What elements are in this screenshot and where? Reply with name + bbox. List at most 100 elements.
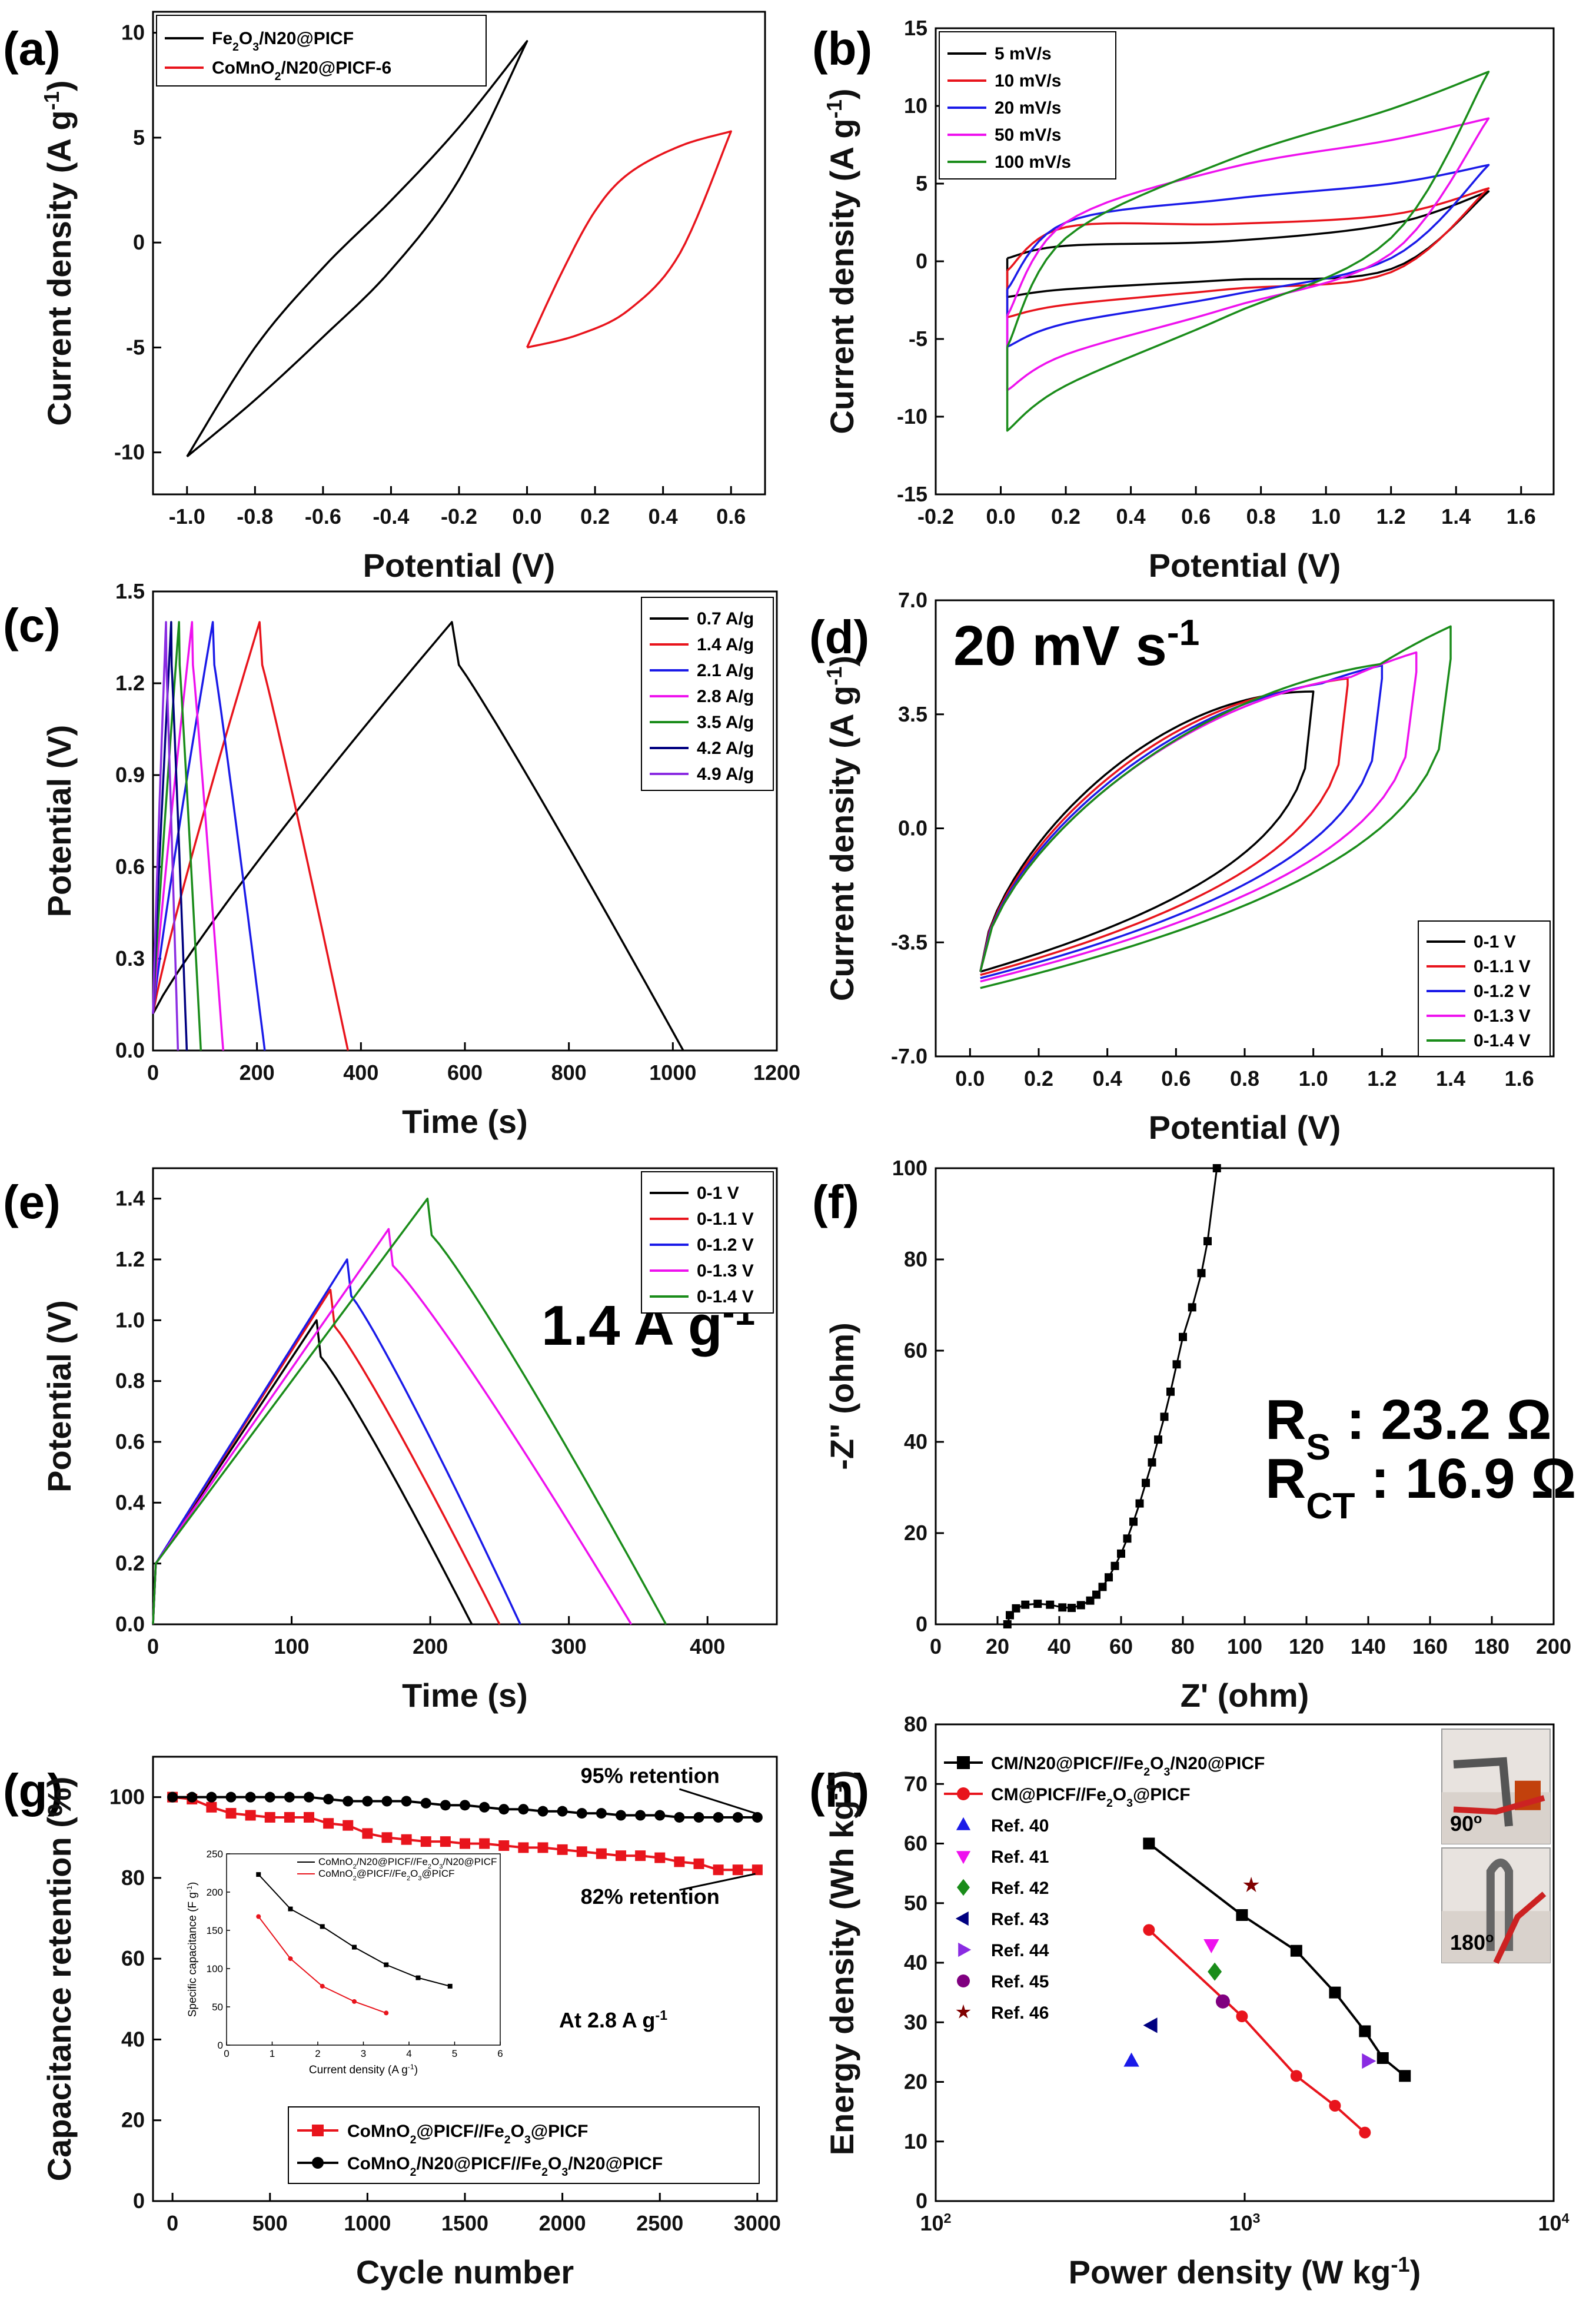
inset-chart: 0 1 2 3 4 5 6 0 50 100 150 200 250 Current density (A…: [185, 1849, 503, 2076]
y-axis-label: Current density (A g-1): [822, 88, 861, 434]
y-tick-label: 80: [904, 1712, 927, 1736]
panel-e: (e) 0 100 200 300 400 0.0 0.2 0.4 0.6 0.8 1.0 1.2 1.4…: [3, 1167, 778, 1714]
x-tick-label: 2000: [539, 2211, 586, 2235]
device-strip: [1453, 1757, 1513, 1827]
legend-marker: [312, 2125, 324, 2136]
retention-point: [362, 1828, 373, 1839]
x-tick-label: 100: [274, 1634, 310, 1658]
gcd-window-01V: [152, 1319, 473, 1625]
legend-marker: [956, 1851, 971, 1864]
inset-line-1: [258, 1874, 451, 1987]
x-tick-label: 0.6: [1161, 1066, 1191, 1091]
retention-point: [576, 1846, 587, 1857]
retention-point: [440, 1836, 451, 1847]
inset-x-tick-label: 0: [224, 2048, 229, 2059]
gcd-curve-42Ag: [152, 621, 188, 1051]
x-tick-label: 0: [147, 1061, 159, 1085]
y-tick-label: -10: [114, 440, 145, 464]
y-tick-label: 40: [904, 1950, 927, 1974]
retention-point: [635, 1850, 646, 1861]
inset-y-label: Specific capacitance (F g-1): [185, 1882, 199, 2017]
legend-box: [939, 31, 1116, 179]
y-tick-label: 0.0: [898, 816, 927, 840]
legend-entry: 0-1.2 V: [697, 1235, 754, 1255]
x-tick-label: 40: [1048, 1634, 1071, 1658]
photo-angle-label: 180o: [1450, 1930, 1494, 1954]
y-tick-label: 1.5: [115, 579, 145, 603]
inset-point: [256, 1872, 261, 1877]
x-tick-label: 103: [1229, 2210, 1260, 2235]
y-tick-label: 50: [904, 1891, 927, 1915]
y-tick-label: -7.0: [891, 1044, 927, 1068]
legend-entry: 4.2 A/g: [697, 739, 754, 758]
ragone-point: [1208, 1962, 1222, 1981]
y-tick-label: 10: [904, 94, 927, 118]
y-tick-label: 10: [904, 2129, 927, 2153]
inset-point: [384, 2010, 389, 2016]
x-tick-label: 1.6: [1505, 1066, 1534, 1091]
x-tick-label: 1.4: [1436, 1066, 1465, 1091]
legend-entry: Fe2O3/N20@PICF: [212, 29, 354, 54]
y-tick-label: 100: [892, 1156, 927, 1180]
legend-entry: Ref. 45: [991, 1972, 1049, 1992]
retention-point: [343, 1820, 354, 1831]
legend-entry: 100 mV/s: [995, 152, 1071, 172]
inset-x-tick-label: 1: [270, 2048, 275, 2059]
x-axis-label: Z' (ohm): [1181, 1677, 1309, 1714]
legend-entry: CM/N20@PICF//Fe2O3/N20@PICF: [991, 1754, 1265, 1779]
legend-entry: 0-1.4 V: [697, 1287, 754, 1307]
y-tick-label: -3.5: [891, 930, 927, 954]
panel-g: (g)0 500 1000 1500 2000 2500 3000020406080100C…: [3, 1756, 781, 2291]
retention-point: [616, 1850, 626, 1861]
y-tick-label: 0: [916, 2189, 927, 2213]
retention-point: [557, 1844, 568, 1855]
y-tick-label: 0: [133, 230, 145, 254]
y-axis-label: Current density (A g-1): [822, 656, 861, 1001]
inset-x-tick-label: 6: [497, 2048, 503, 2059]
gcd-curve-28Ag: [152, 621, 225, 1051]
legend-entry: 3.5 A/g: [697, 713, 754, 732]
cv-window-011V: [979, 677, 1349, 976]
y-tick-label: 1.2: [115, 671, 145, 695]
retention-point: [498, 1840, 510, 1851]
rs-annotation: RS : 23.2 Ω: [1265, 1388, 1552, 1468]
x-tick-label: -0.6: [305, 504, 341, 528]
legend-entry: CoMnO2@PICF//Fe2O3@PICF: [347, 2122, 588, 2146]
legend-entry: 0-1.1 V: [697, 1209, 754, 1229]
x-tick-label: 100: [1227, 1634, 1262, 1658]
y-axis-label: Energy density (Wh kg-1): [822, 1770, 861, 2156]
nyquist-point: [1172, 1360, 1181, 1369]
inset-point: [288, 1906, 293, 1912]
inset-legend-entry: CoMnO2/N20@PICF//Fe2O3/N20@PICF: [318, 1856, 497, 1870]
x-tick-label: 200: [413, 1634, 448, 1658]
nyquist-point: [1212, 1164, 1221, 1172]
x-tick-label: 400: [690, 1634, 725, 1658]
retention-point: [245, 1810, 256, 1821]
retention-point: [674, 1811, 685, 1823]
nyquist-point: [1179, 1332, 1187, 1341]
y-tick-label: 0: [916, 1612, 927, 1636]
retention-point: [713, 1811, 724, 1823]
panel-label-h: (h): [809, 1764, 869, 1817]
y-tick-label: 0.0: [115, 1612, 145, 1636]
inset-x-label: Current density (A g-1): [309, 2063, 418, 2076]
x-tick-label: 120: [1289, 1634, 1324, 1658]
x-tick-label: 600: [447, 1061, 483, 1085]
x-tick-label: 0.6: [716, 504, 746, 528]
x-tick-label: 0.4: [649, 504, 678, 528]
y-tick-label: -5: [909, 327, 927, 351]
inset-point: [415, 1975, 421, 1980]
retention-point: [479, 1801, 490, 1813]
cv-curve-5mVs: [1006, 190, 1490, 298]
cv-curve-2: [526, 130, 732, 349]
retention-arrow-82: [679, 1873, 756, 1891]
x-tick-label: 0.4: [1093, 1066, 1122, 1091]
nyquist-point: [1166, 1387, 1175, 1396]
retention-point: [225, 1791, 237, 1803]
legend-marker: [957, 1879, 970, 1896]
photo-table: [1442, 1911, 1550, 1963]
inset-y-tick-label: 100: [207, 1963, 223, 1974]
x-tick-label: 1.0: [1311, 504, 1341, 528]
inset-y-tick-label: 200: [207, 1887, 223, 1898]
